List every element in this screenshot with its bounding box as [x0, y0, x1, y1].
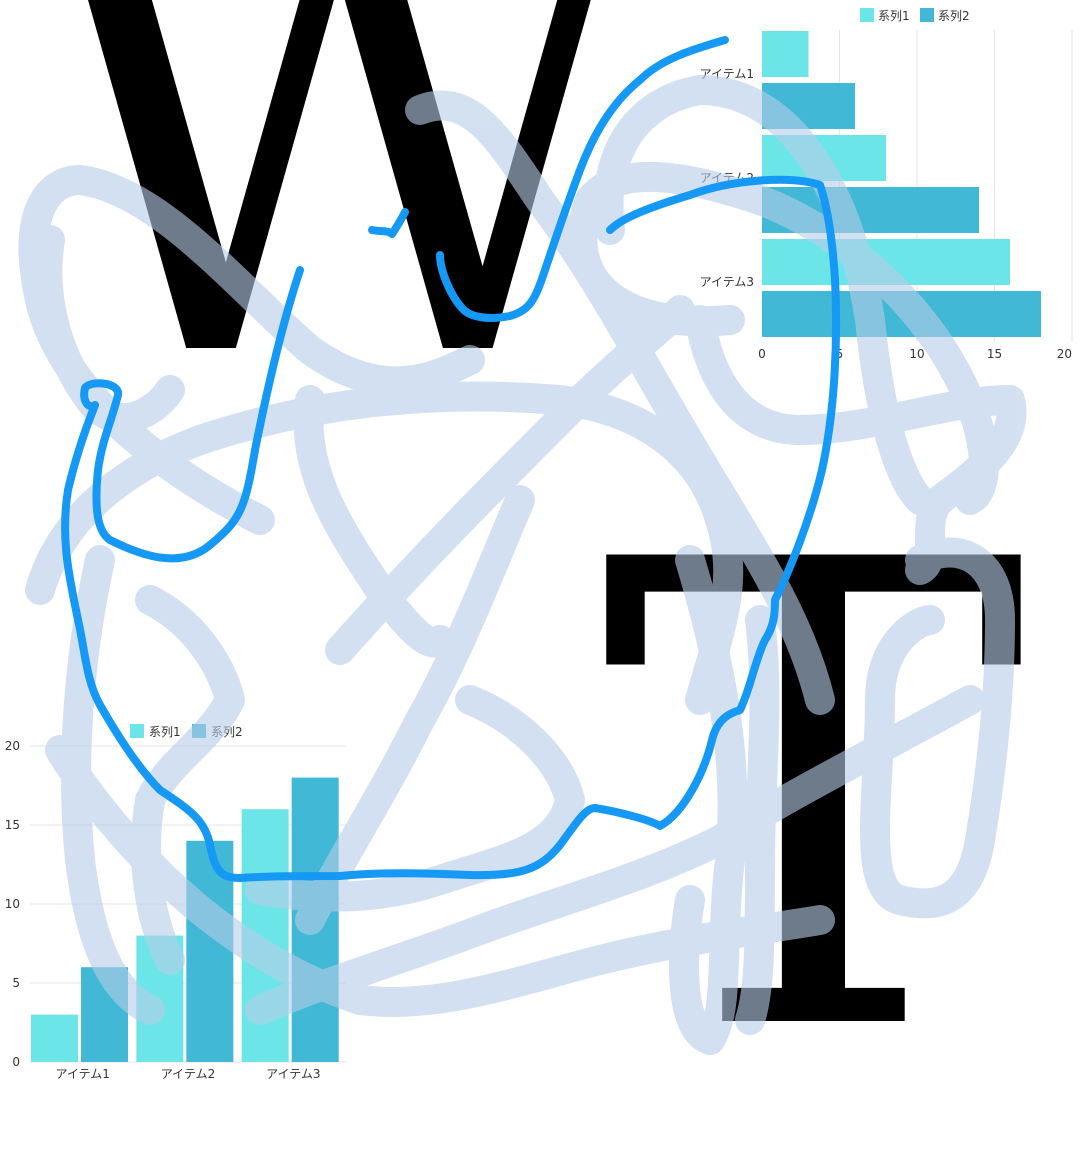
blue-curve-line [61, 36, 841, 882]
scribble-stroke [325, 295, 695, 665]
y-tick-label: 10 [5, 897, 20, 911]
legend-swatch [920, 8, 934, 22]
scribble-stroke [860, 537, 1015, 919]
scribble-stroke [295, 485, 535, 935]
legend-label: 系列1 [149, 725, 181, 739]
scribble-stroke [32, 225, 185, 433]
scribble-stroke [735, 605, 780, 1035]
bar-1-1 [31, 1014, 78, 1062]
bar-1-1 [762, 31, 809, 77]
scribble-strokes [18, 75, 1027, 1055]
x-tick-label: 20 [1057, 347, 1072, 361]
category-label: アイテム3 [700, 275, 754, 289]
y-tick-label: 20 [5, 739, 20, 753]
legend-swatch [130, 724, 144, 738]
y-tick-label: 15 [5, 818, 20, 832]
scribble-overlay [18, 36, 1027, 1055]
x-tick-label: 15 [987, 347, 1002, 361]
scribble-stroke [61, 545, 165, 1025]
category-label: アイテム2 [161, 1067, 215, 1080]
category-label: アイテム3 [266, 1067, 320, 1080]
y-tick-label: 0 [12, 1055, 20, 1069]
scribble-stroke [293, 385, 455, 658]
x-tick-label: 10 [909, 347, 924, 361]
scribble-stroke [131, 585, 245, 975]
scribble-stroke [25, 381, 744, 715]
scribble-stroke [685, 305, 1027, 585]
scribble-stroke [245, 685, 985, 1025]
y-tick-label: 5 [12, 976, 20, 990]
x-tick-label: 0 [758, 347, 766, 361]
category-label: アイテム1 [55, 1067, 109, 1080]
legend-swatch [860, 8, 874, 22]
legend-label: 系列2 [938, 9, 970, 23]
legend-label: 系列1 [878, 9, 910, 23]
scribble-stroke [245, 685, 585, 912]
